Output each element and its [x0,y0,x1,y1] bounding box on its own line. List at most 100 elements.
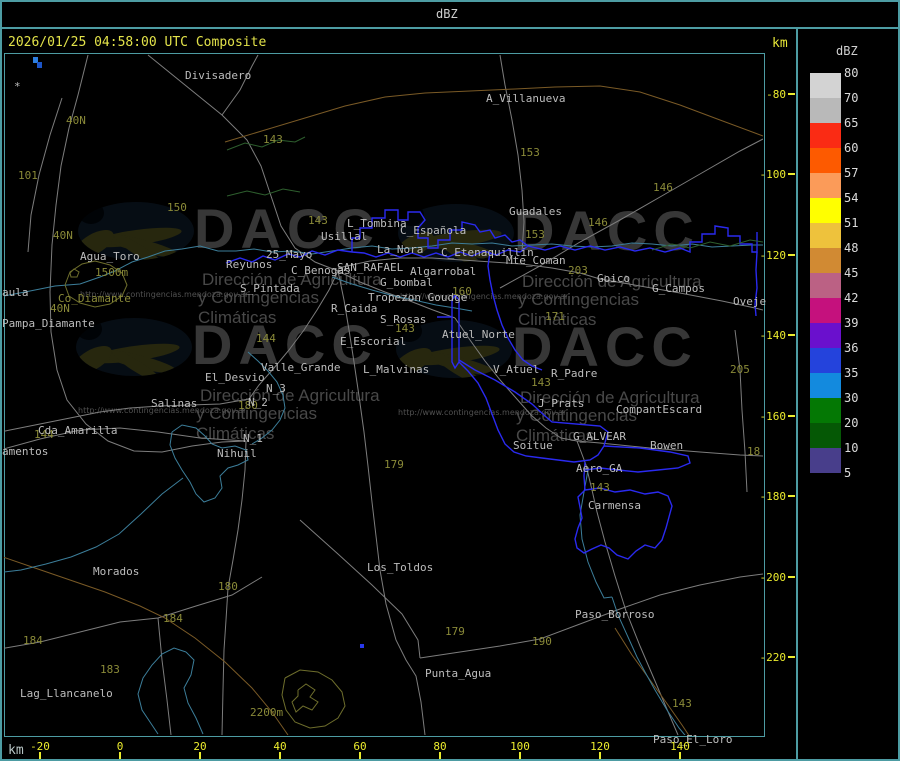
road-number-label: 101 [18,169,38,182]
district-boundary-line [487,251,543,371]
legend-swatch [810,148,841,173]
place-label: C_Española [400,224,467,237]
y-tick-mark [788,495,795,497]
y-tick-label: -80 [766,88,786,101]
axis-unit-bottom: km [8,743,24,758]
road-line [299,519,421,659]
vegetation-contour-line [226,136,306,151]
vegetation-contour-line [651,239,763,251]
watermark-brand: DACC [512,315,698,378]
place-label: N_1 [243,432,263,445]
x-tick-mark [439,752,441,760]
secondary-road-line [224,85,763,143]
watermark-tile: DACC Dirección de Agricultura y Contingenc… [76,316,388,443]
secondary-road-line [4,556,289,735]
place-label: Divisadero [185,69,252,82]
place-label: L_Tombina [347,217,407,230]
place-label: Soitue [513,439,553,452]
district-boundary-line [574,487,673,560]
legend-value: 35 [844,366,859,380]
road-number-label: 203 [568,264,588,277]
legend-title: dBZ [836,44,858,58]
watermark-url: http://www.contingencias.mendoza.gov.ar [400,292,569,301]
watermark-line2: y Contingencias Climáticas [518,290,639,329]
road-number-label: 40N [66,114,86,127]
road-number-label: 144 [34,428,54,441]
road-line [499,54,525,253]
district-boundary-line [437,293,460,370]
dacc-logo-icon [396,320,512,378]
road-line [27,97,63,253]
watermark-tile: DACC Dirección de Agricultura y Contingenc… [396,315,708,445]
radar-echo [360,644,364,648]
legend-swatch [810,98,841,123]
place-label: 25_Mayo [266,248,313,261]
product-label: dBZ [436,7,458,21]
road-line [221,54,259,116]
river-line [4,477,184,573]
vegetation-contour-line [226,188,301,197]
watermark-url: http://www.contingencias.mendoza.gov.ar [398,408,567,417]
legend-swatch [810,198,841,223]
road-line [4,398,250,432]
place-label: N_3 [266,382,286,395]
road-number-label: 144 [256,332,276,345]
road-number-label: 40N [53,229,73,242]
y-tick-mark [788,415,795,417]
place-label: Aero_GA [576,462,623,475]
timestamp: 2026/01/25 04:58:00 UTC Composite [8,35,267,50]
road-number-label: 160 [452,285,472,298]
road-line [157,617,172,735]
road-number-label: 183 [100,663,120,676]
road-number-label: 18 [747,445,761,458]
place-label: E_Escorial [340,335,407,348]
legend-value: 65 [844,116,859,130]
x-tick-mark [119,752,121,760]
x-tick-label: 60 [353,740,367,753]
legend-swatch [810,448,841,473]
road-line [4,576,263,649]
y-tick-label: -140 [759,329,787,342]
road-number-label: 153 [520,146,540,159]
legend-value: 45 [844,266,859,280]
x-tick-label: 0 [116,740,124,753]
legend-value: 20 [844,416,859,430]
dacc-logo-icon [76,318,192,376]
legend-value: 36 [844,341,859,355]
legend-value: 48 [844,241,859,255]
road-line [419,573,763,659]
road-line [499,138,763,289]
legend-value: 5 [844,466,852,480]
legend-value: 80 [844,66,859,80]
y-tick-mark [788,93,795,95]
terrain-contour-line [281,669,346,729]
x-tick-mark [279,752,281,760]
place-label: Atuel_Norte [442,328,515,341]
legend-swatch [810,248,841,273]
legend-swatch [810,373,841,398]
place-label: Salinas [151,397,198,410]
x-tick-label: 40 [273,740,287,753]
road-number-label: 143 [672,697,692,710]
y-tick-mark [788,656,795,658]
y-tick-label: -160 [759,410,787,423]
panel-divider [796,29,798,761]
place-label: S_Pintada [240,282,300,295]
road-line [337,257,763,311]
road-number-label: 180 [218,580,238,593]
y-tick-label: -180 [759,490,787,503]
place-label: Nihuil [217,447,257,460]
road-number-label: 205 [730,363,750,376]
place-label: CompantEscard [616,403,703,416]
legend-value: 39 [844,316,859,330]
legend-swatch [810,123,841,148]
place-label: SAN_RAFAEL [337,261,404,274]
secondary-road-line [614,627,690,735]
district-boundary-line [583,461,586,491]
place-label: J_Prats [538,397,585,410]
district-boundary-line [527,225,758,254]
place-label: aula [2,286,29,299]
road-number-label: 153 [525,228,545,241]
legend-swatch [810,73,841,98]
